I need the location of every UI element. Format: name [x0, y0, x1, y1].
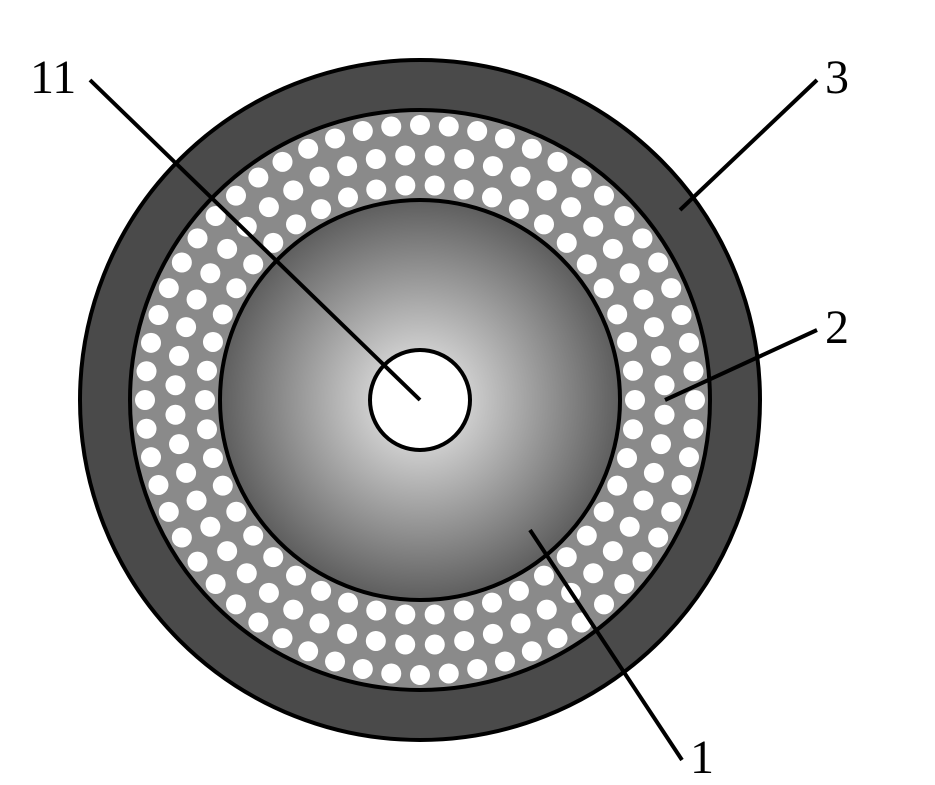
label-2: 2: [825, 300, 849, 355]
diagram-svg: [0, 0, 935, 774]
label-1: 1: [690, 730, 714, 785]
label-11: 11: [30, 50, 76, 105]
label-3-leader: [680, 80, 817, 210]
label-3: 3: [825, 50, 849, 105]
